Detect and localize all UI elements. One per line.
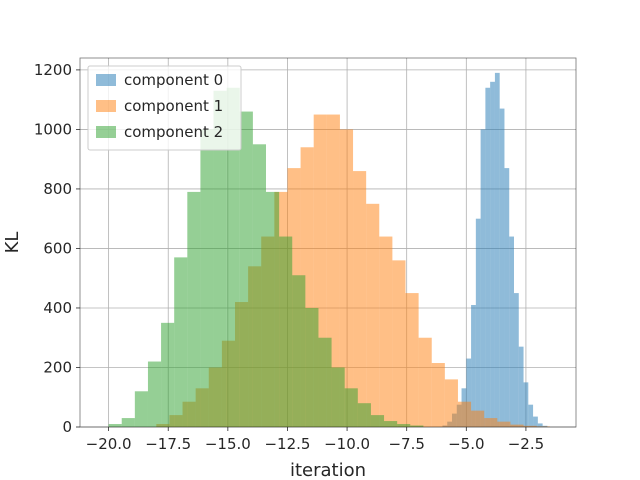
y-tick-label: 800	[43, 180, 72, 198]
histogram-bars	[108, 72, 550, 428]
x-tick-label: −10.0	[324, 435, 370, 453]
y-axis-label: KL	[2, 232, 23, 254]
histogram-bar	[475, 218, 481, 427]
histogram-bar	[357, 403, 371, 427]
histogram-bar	[353, 171, 367, 427]
legend-swatch	[96, 126, 116, 138]
histogram-bar	[471, 410, 485, 427]
histogram-bar	[484, 418, 498, 427]
series-0-bars	[442, 72, 548, 428]
x-tick-label: −12.5	[264, 435, 310, 453]
histogram-bar	[509, 236, 514, 427]
histogram-bar	[370, 415, 385, 427]
histogram-bar	[514, 293, 519, 427]
histogram-bar	[392, 260, 406, 427]
y-tick-label: 1200	[34, 61, 72, 79]
y-tick-label: 600	[43, 239, 72, 257]
x-tick-label: −17.5	[145, 435, 191, 453]
histogram-bar	[161, 322, 175, 427]
histogram-bar	[457, 401, 472, 427]
histogram-bar	[200, 129, 214, 427]
histogram-bar	[518, 346, 524, 427]
histogram-bar	[134, 391, 148, 427]
histogram-bar	[485, 87, 491, 428]
histogram-bar	[108, 424, 122, 427]
histogram-bar	[523, 382, 529, 427]
histogram-bar	[187, 191, 201, 427]
histogram-bar	[318, 337, 332, 427]
histogram-bar	[384, 421, 398, 427]
histogram-bar	[266, 191, 280, 427]
histogram-bar	[239, 111, 253, 427]
histogram-bar	[379, 236, 393, 427]
histogram-bar	[523, 425, 537, 427]
x-tick-label: −2.5	[508, 435, 544, 453]
histogram-bar	[494, 72, 500, 428]
x-tick-label: −7.5	[388, 435, 424, 453]
x-tick-label: −20.0	[86, 435, 132, 453]
histogram-bar	[305, 307, 319, 427]
histogram-bar	[533, 416, 538, 427]
histogram-bar	[480, 129, 486, 427]
legend-label: component 2	[124, 123, 223, 141]
histogram-bar	[431, 363, 445, 427]
histogram-bar	[344, 388, 358, 427]
histogram-bar	[497, 421, 511, 427]
histogram-bar	[410, 425, 424, 427]
histogram-bar	[147, 361, 162, 427]
histogram-bar	[121, 418, 135, 427]
histogram-bar	[252, 144, 266, 427]
histogram-bar	[226, 87, 240, 428]
x-tick-label: −15.0	[205, 435, 251, 453]
histogram-bar	[510, 424, 524, 427]
histogram-bar	[471, 304, 476, 427]
histogram-bar	[528, 404, 534, 427]
histogram-bar	[418, 337, 432, 427]
y-tick-label: 200	[43, 358, 72, 376]
series-2-bars	[108, 87, 424, 428]
histogram-bar	[174, 257, 188, 427]
histogram-bar	[405, 293, 419, 427]
axis-ticks: −20.0 −17.5 −15.0 −12.5 −10.0 −7.5 −5.0 −2.5 0 20…	[34, 61, 544, 453]
histogram-bar	[331, 367, 345, 427]
histogram-bar	[339, 129, 354, 427]
histogram-bar	[537, 423, 543, 427]
x-tick-label: −5.0	[448, 435, 484, 453]
histogram-bar	[504, 168, 510, 427]
y-tick-label: 1000	[34, 120, 72, 138]
histogram-bar	[499, 108, 505, 427]
histogram-bar	[444, 379, 458, 427]
histogram-bar	[397, 424, 411, 427]
x-axis-label: iteration	[290, 460, 366, 480]
histogram-bar	[490, 81, 495, 427]
legend-swatch	[96, 100, 116, 112]
legend-label: component 0	[124, 71, 223, 89]
histogram-bar	[466, 358, 472, 427]
legend: component 0 component 1 component 2	[87, 65, 242, 151]
histogram-bar	[279, 236, 293, 427]
y-tick-label: 0	[62, 418, 72, 436]
plot-frame	[79, 57, 577, 428]
histogram-bar	[366, 203, 380, 427]
histogram-bar	[213, 90, 227, 427]
legend-box	[87, 65, 242, 151]
histogram-bar	[292, 275, 306, 427]
legend-swatch	[96, 74, 116, 86]
legend-label: component 1	[124, 97, 223, 115]
y-tick-label: 400	[43, 299, 72, 317]
